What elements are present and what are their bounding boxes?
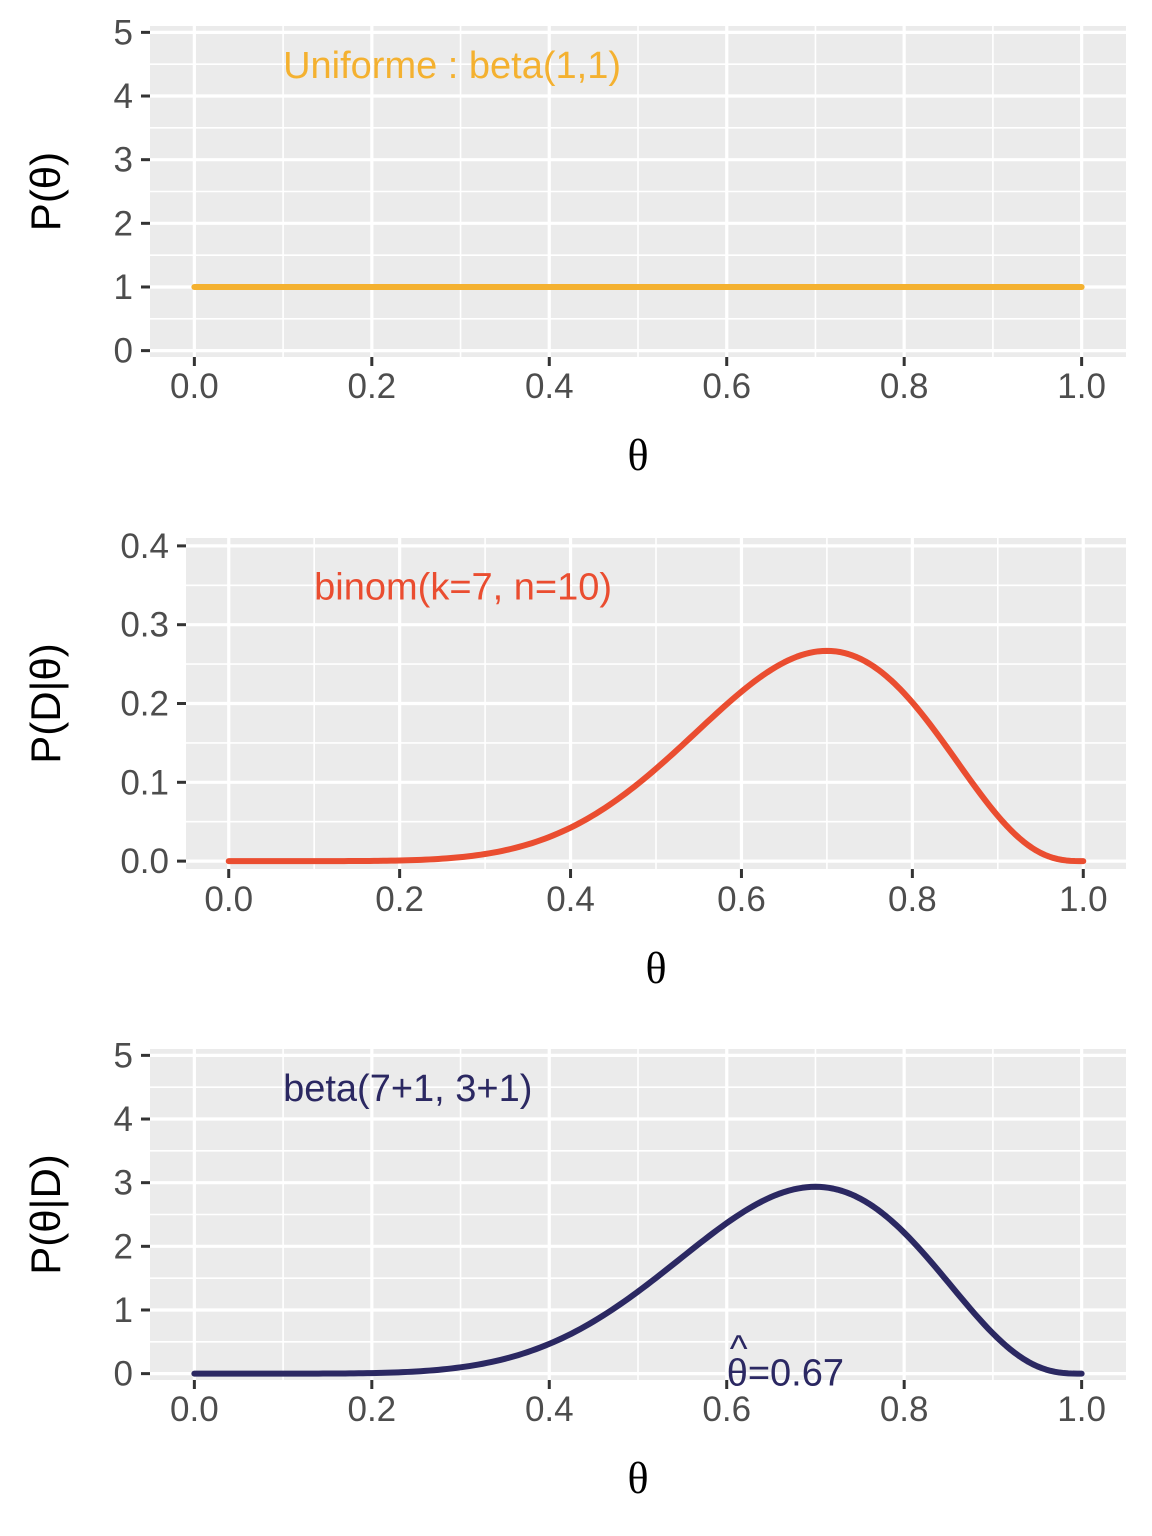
x-tick-label: 0.8 (880, 1390, 929, 1429)
x-tick-label: 1.0 (1059, 880, 1108, 919)
x-tick-label: 1.0 (1057, 1390, 1106, 1429)
x-tick-label: 0.4 (546, 880, 595, 919)
x-tick-label: 0.6 (702, 367, 751, 406)
y-axis-title: P(θ) (22, 152, 69, 231)
x-tick-label: 0.8 (880, 367, 929, 406)
panel-3: 0.0 0.2 0.4 0.6 0.8 1.0 0 1 2 3 4 5 beta(7+1, 3+1) θ=… (22, 1036, 1126, 1503)
x-tick-label: 0.0 (170, 367, 219, 406)
x-tick-label: 0.6 (717, 880, 766, 919)
series-line (191, 1183, 1085, 1377)
y-tick-label: 0.2 (120, 685, 169, 724)
annotation-label: θ=0.67 (727, 1353, 844, 1395)
x-axis-title: θ (645, 944, 666, 993)
x-tick-label: 0.6 (702, 1390, 751, 1429)
y-tick-label: 1 (114, 1291, 133, 1330)
x-axis-title: θ (627, 1454, 648, 1503)
x-tick-label: 0.2 (375, 880, 424, 919)
y-tick-label: 3 (114, 141, 133, 180)
series-line (225, 647, 1087, 865)
x-tick-label: 0.2 (347, 367, 396, 406)
panel-1: 0.0 0.2 0.4 0.6 0.8 1.0 0 1 2 3 4 5 Uniforme : beta(… (22, 13, 1126, 480)
y-tick-label: 2 (114, 204, 133, 243)
y-axis-title: P(D|θ) (22, 643, 69, 764)
y-tick-label: 0.3 (120, 606, 169, 645)
annotation-label: Uniforme : beta(1,1) (283, 45, 621, 87)
y-tick-label: 3 (114, 1164, 133, 1203)
y-tick-label: 0.1 (120, 763, 169, 802)
y-tick-label: 4 (114, 77, 133, 116)
y-tick-label: 0.0 (120, 842, 169, 881)
x-axis-title: θ (627, 431, 648, 480)
x-tick-label: 0.2 (347, 1390, 396, 1429)
x-tick-label: 0.0 (204, 880, 253, 919)
y-tick-label: 1 (114, 268, 133, 307)
annotation-hat: ^ (730, 1329, 748, 1371)
x-tick-label: 0.4 (525, 1390, 574, 1429)
y-tick-label: 2 (114, 1227, 133, 1266)
x-tick-label: 0.4 (525, 367, 574, 406)
y-tick-label: 0.4 (120, 527, 169, 566)
x-tick-label: 1.0 (1057, 367, 1106, 406)
y-tick-label: 0 (114, 1355, 133, 1394)
x-tick-label: 0.0 (170, 1390, 219, 1429)
y-tick-label: 5 (114, 1036, 133, 1075)
panel-2: 0.0 0.2 0.4 0.6 0.8 1.0 0.0 0.1 0.2 0.3 0.4 binom(k… (22, 527, 1126, 993)
y-tick-label: 5 (114, 13, 133, 52)
y-tick-label: 0 (114, 332, 133, 371)
y-tick-label: 4 (114, 1100, 133, 1139)
y-axis-title: P(θ|D) (22, 1154, 69, 1275)
annotation-label: binom(k=7, n=10) (314, 566, 612, 608)
annotation-label: beta(7+1, 3+1) (283, 1068, 532, 1110)
x-tick-label: 0.8 (888, 880, 937, 919)
